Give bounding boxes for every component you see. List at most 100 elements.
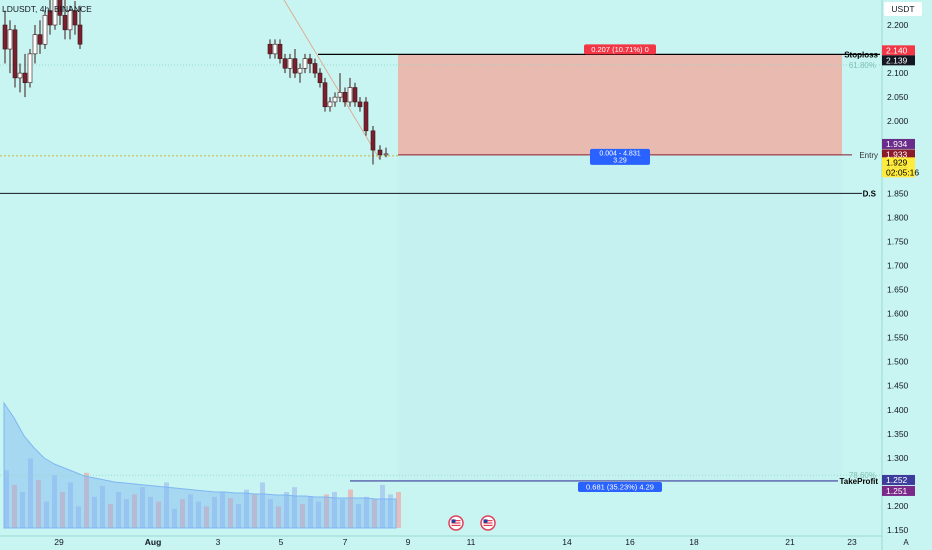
- candle-body: [383, 153, 389, 156]
- fibonacci-levels: 61.80% 78.60%: [0, 61, 880, 480]
- price-label-bg: [882, 55, 915, 66]
- volume-bar: [244, 489, 249, 528]
- price-tick-label: 2.000: [887, 116, 909, 126]
- fib-label: 78.60%: [849, 471, 876, 480]
- volume-bar: [4, 470, 9, 528]
- stoploss-label: Stoploss: [844, 50, 878, 59]
- price-tick-label: 1.500: [887, 357, 909, 367]
- trend-line[interactable]: [276, 0, 381, 160]
- takeprofit-reward-zone[interactable]: [398, 154, 842, 481]
- candle-body: [57, 0, 63, 16]
- price-axis-labels: 2.1402.1391.9341.9331.92902:05:161.2521.…: [882, 45, 919, 496]
- price-label-bg: [882, 45, 915, 56]
- candle-body: [292, 58, 298, 74]
- candle-body: [342, 92, 348, 103]
- risk-badge: 0.207 (10.71%) 0: [584, 44, 656, 55]
- time-tick-label: 14: [562, 537, 572, 547]
- volume-bar: [172, 508, 177, 528]
- volume-bar: [92, 496, 97, 528]
- candle-body: [322, 82, 328, 108]
- price-axis[interactable]: [882, 0, 932, 550]
- target-badge: 0.681 (35.23%) 4.29: [578, 481, 662, 492]
- price-tick-label: 2.050: [887, 92, 909, 102]
- price-label-text: 2.139: [886, 55, 908, 65]
- candle-body: [272, 43, 278, 55]
- candle-body: [17, 72, 23, 79]
- volume-bar: [356, 504, 361, 528]
- volume-bar: [308, 496, 313, 528]
- price-tick-label: 1.450: [887, 381, 909, 391]
- volume-bar: [84, 472, 89, 528]
- price-tick-label: 1.850: [887, 188, 909, 198]
- entry-label: Entry: [859, 151, 878, 160]
- stoploss-risk-zone[interactable]: [398, 54, 842, 155]
- price-label-bg: [882, 138, 915, 149]
- price-label-text: 2.140: [886, 45, 908, 55]
- candle-body: [347, 87, 353, 103]
- currency-badge: USDT: [884, 2, 922, 16]
- target-badge-text: 0.681 (35.23%) 4.29: [586, 482, 654, 491]
- price-label-bg: [882, 149, 915, 160]
- candle-body: [77, 24, 83, 45]
- volume-bar: [228, 498, 233, 528]
- volume-bar: [212, 496, 217, 528]
- volume-bar: [276, 506, 281, 528]
- entry-badge-text-2: 3.29: [613, 157, 627, 164]
- candle-body: [307, 58, 313, 64]
- candle-body: [267, 43, 273, 55]
- price-tick-label: 1.600: [887, 309, 909, 319]
- candle-body: [377, 149, 383, 156]
- volume-bar: [52, 475, 57, 528]
- price-label-text: 1.251: [886, 486, 908, 496]
- price-tick-label: 1.400: [887, 405, 909, 415]
- volume-bar: [68, 482, 73, 528]
- volume-bar: [196, 501, 201, 528]
- price-tick-label: 1.650: [887, 285, 909, 295]
- candle-body: [47, 10, 53, 26]
- candle-body: [22, 72, 28, 84]
- candle-body: [352, 87, 358, 103]
- candle-body: [332, 96, 338, 103]
- volume-bar: [188, 494, 193, 528]
- volume-bar: [348, 489, 353, 528]
- candle-body: [7, 29, 13, 50]
- candlesticks: [2, 0, 389, 165]
- volume-bar: [388, 494, 393, 528]
- volume-bar: [132, 494, 137, 528]
- price-tick-label: 2.200: [887, 20, 909, 30]
- price-tick-label: 1.800: [887, 212, 909, 222]
- candle-body: [357, 101, 363, 108]
- volume-bar: [180, 499, 185, 528]
- us-flag-event-icon[interactable]: [448, 515, 464, 531]
- volume-bar: [292, 487, 297, 528]
- price-label-bg: [882, 167, 915, 178]
- volume-bar: [236, 504, 241, 528]
- volume-bar: [156, 501, 161, 528]
- volume-bar: [372, 499, 377, 528]
- price-label-text: 1.933: [886, 149, 908, 159]
- candle-body: [327, 101, 333, 108]
- price-label-bg: [882, 157, 915, 168]
- volume-bar: [108, 504, 113, 528]
- auto-scale-button[interactable]: A: [903, 538, 909, 547]
- candle-body: [72, 10, 78, 26]
- candle-body: [62, 15, 68, 31]
- us-flag-event-icon[interactable]: [480, 515, 496, 531]
- time-tick-label: 9: [406, 537, 411, 547]
- volume-moving-average: [3, 401, 397, 529]
- price-label-text: 1.929: [886, 157, 908, 167]
- volume-bar: [300, 504, 305, 528]
- candle-body: [312, 63, 318, 74]
- time-tick-label: 29: [54, 537, 64, 547]
- price-tick-label: 1.200: [887, 501, 909, 511]
- volume-bar: [364, 496, 369, 528]
- price-tick-label: 1.750: [887, 236, 909, 246]
- volume-bar: [100, 486, 105, 528]
- candle-body: [27, 53, 33, 84]
- price-tick-label: 2.100: [887, 68, 909, 78]
- price-tick-label: 1.300: [887, 453, 909, 463]
- price-label-text: 02:05:16: [886, 167, 919, 177]
- candle-body: [32, 34, 38, 55]
- volume-bar: [340, 499, 345, 528]
